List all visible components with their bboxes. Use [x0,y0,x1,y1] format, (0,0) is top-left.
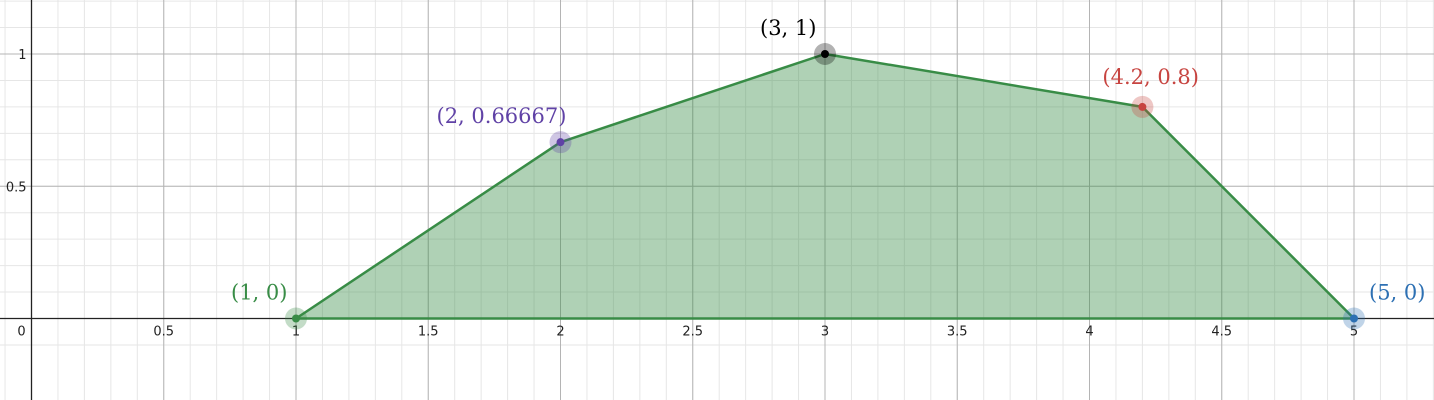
x-tick-label: 2.5 [682,325,703,340]
point-label: (1, 0) [231,281,287,305]
point-labels: (1, 0) (2, 0.66667) (3, 1) (4.2, 0.8) (5, 0) [231,16,1425,305]
point-label: (4.2, 0.8) [1102,65,1199,89]
y-tick-label: 1 [18,48,26,63]
polygon-area [294,52,1356,320]
x-tick-label: 2 [556,325,564,340]
x-tick-label: 4 [1085,325,1093,340]
point-marker [821,50,829,58]
x-tick-label: 3.5 [947,325,968,340]
x-tick-label: 5 [1350,325,1358,340]
point-marker [556,138,565,147]
x-tick-label: 4.5 [1211,325,1232,340]
x-tick-label: 1 [292,325,300,340]
y-tick-label: 0.5 [6,180,27,195]
point-label: (3, 1) [760,16,816,40]
x-tick-label: 0 [17,325,25,340]
polygon-layer [294,52,1356,320]
tick-labels: 0 0.5 1 1.5 2 2.5 3 3.5 4 4.5 5 0.5 1 [6,48,1358,340]
x-tick-label: 1.5 [418,325,439,340]
point-label: (5, 0) [1369,281,1425,305]
x-tick-label: 3 [821,325,829,340]
point-marker [292,314,300,323]
point-marker [1138,102,1147,111]
point-marker [1350,314,1358,323]
x-tick-label: 0.5 [153,325,174,340]
points-layer [285,43,1365,330]
point-label: (2, 0.66667) [437,104,567,128]
